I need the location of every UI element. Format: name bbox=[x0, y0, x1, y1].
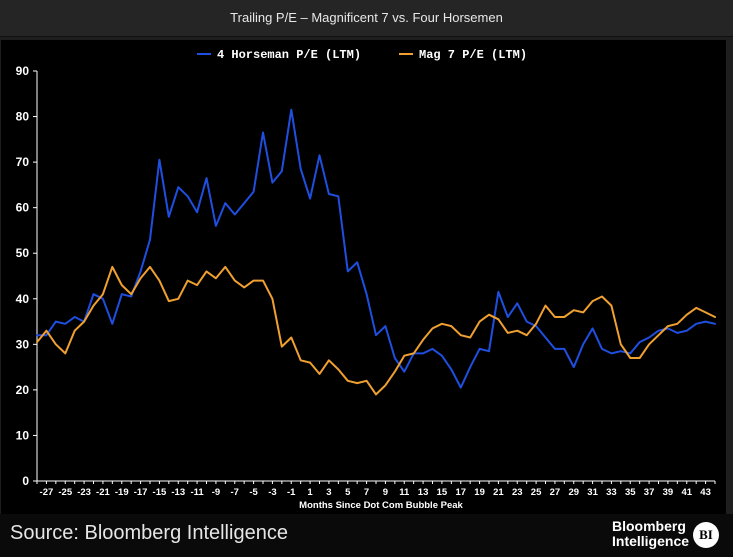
bi-badge-icon: BI bbox=[693, 522, 719, 548]
x-tick-label: 17 bbox=[455, 487, 466, 498]
x-tick-label: -5 bbox=[249, 487, 258, 498]
source-note: Source: Bloomberg Intelligence bbox=[10, 522, 288, 544]
x-tick-label: -23 bbox=[77, 487, 91, 498]
x-tick-label: 35 bbox=[625, 487, 636, 498]
y-tick-label: 30 bbox=[16, 337, 30, 351]
legend-label-1: 4 Horseman P/E (LTM) bbox=[217, 48, 361, 62]
x-tick-label: -3 bbox=[268, 487, 276, 498]
x-axis-label: Months Since Dot Com Bubble Peak bbox=[299, 500, 463, 511]
x-tick-label: -27 bbox=[40, 487, 54, 498]
brand-logo: Bloomberg Intelligence bbox=[612, 519, 689, 549]
series-lines bbox=[36, 108, 716, 396]
x-tick-label: 13 bbox=[418, 487, 429, 498]
x-tick-label: 19 bbox=[474, 487, 485, 498]
y-tick-label: 50 bbox=[16, 246, 30, 260]
x-tick-label: 3 bbox=[326, 487, 331, 498]
series-line-1 bbox=[36, 108, 716, 389]
chart-title: Trailing P/E – Magnificent 7 vs. Four Ho… bbox=[230, 10, 503, 25]
x-tick-label: -1 bbox=[287, 487, 296, 498]
x-tick-label: -21 bbox=[96, 487, 110, 498]
x-axis-ticks: -27 -25 -23 -21 -19 -17 -15 -13 -11 -9 -7 -5 -3 -1 1 3 5… bbox=[36, 481, 716, 498]
x-tick-label: 5 bbox=[345, 487, 351, 498]
x-tick-label: 43 bbox=[700, 487, 711, 498]
chart-panel: 4 Horseman P/E (LTM) Mag 7 P/E (LTM) 0 10 2… bbox=[1, 40, 726, 514]
x-tick-label: 27 bbox=[550, 487, 561, 498]
x-tick-label: 23 bbox=[512, 487, 523, 498]
series-line-2 bbox=[36, 265, 716, 396]
x-tick-label: -19 bbox=[115, 487, 129, 498]
x-tick-label: 7 bbox=[364, 487, 369, 498]
x-tick-label: -15 bbox=[153, 487, 167, 498]
y-tick-label: 90 bbox=[16, 64, 30, 78]
x-tick-label: -13 bbox=[171, 487, 185, 498]
x-tick-label: 1 bbox=[307, 487, 313, 498]
x-tick-label: 41 bbox=[681, 487, 692, 498]
y-tick-label: 0 bbox=[22, 474, 29, 488]
x-tick-label: 15 bbox=[437, 487, 448, 498]
x-tick-label: -9 bbox=[212, 487, 220, 498]
x-tick-label: 9 bbox=[383, 487, 388, 498]
x-tick-label: -11 bbox=[190, 487, 204, 498]
brand-line2: Intelligence bbox=[612, 533, 690, 549]
y-tick-label: 10 bbox=[16, 428, 30, 442]
y-tick-label: 70 bbox=[16, 155, 30, 169]
title-bar: Trailing P/E – Magnificent 7 vs. Four Ho… bbox=[0, 0, 733, 37]
y-tick-label: 60 bbox=[16, 201, 30, 215]
y-tick-label: 40 bbox=[16, 292, 30, 306]
x-tick-label: -25 bbox=[58, 487, 72, 498]
brand-line1: Bloomberg bbox=[612, 518, 686, 534]
x-tick-label: 29 bbox=[568, 487, 579, 498]
x-tick-label: 25 bbox=[531, 487, 542, 498]
x-tick-label: 37 bbox=[644, 487, 655, 498]
y-tick-label: 80 bbox=[16, 110, 30, 124]
x-tick-label: 31 bbox=[587, 487, 598, 498]
x-tick-label: -7 bbox=[231, 487, 239, 498]
legend: 4 Horseman P/E (LTM) Mag 7 P/E (LTM) bbox=[197, 48, 527, 62]
x-tick-label: 39 bbox=[663, 487, 674, 498]
x-tick-label: 11 bbox=[399, 487, 410, 498]
x-tick-label: 33 bbox=[606, 487, 617, 498]
y-tick-label: 20 bbox=[16, 383, 30, 397]
x-tick-label: 21 bbox=[493, 487, 504, 498]
line-chart: 4 Horseman P/E (LTM) Mag 7 P/E (LTM) 0 10 2… bbox=[16, 48, 716, 511]
x-tick-label: -17 bbox=[134, 487, 148, 498]
footer: Source: Bloomberg Intelligence Bloomberg… bbox=[0, 514, 733, 557]
y-axis-ticks: 0 10 20 30 40 50 60 70 80 90 bbox=[16, 64, 37, 488]
legend-label-2: Mag 7 P/E (LTM) bbox=[419, 48, 527, 62]
